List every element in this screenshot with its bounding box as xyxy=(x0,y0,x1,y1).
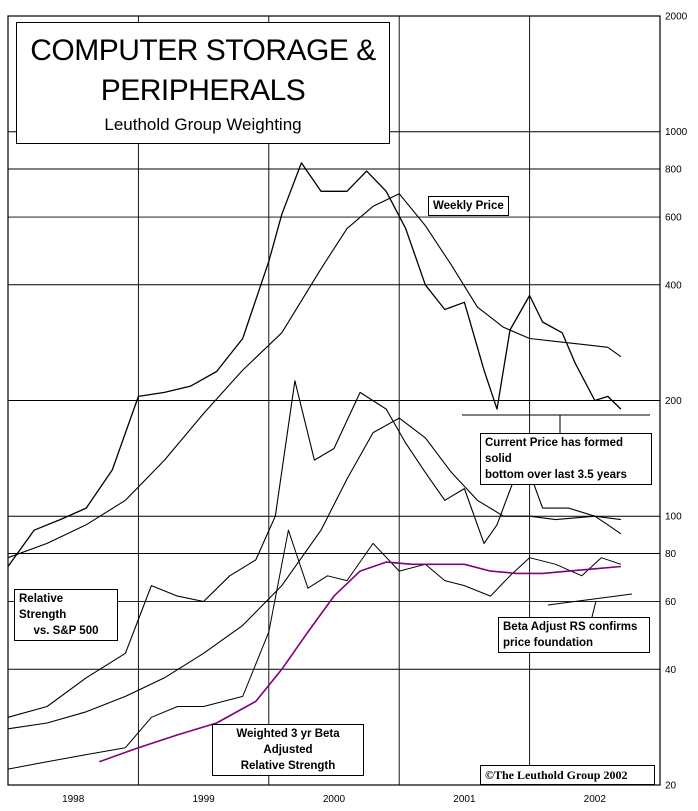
annotation-beta-line1: Beta Adjust RS confirms xyxy=(503,621,638,633)
y-tick-label-200: 200 xyxy=(665,396,682,407)
annotation-weighted-line1: Weighted 3 yr Beta Adjusted xyxy=(236,728,340,756)
chart-title: COMPUTER STORAGE & PERIPHERALS xyxy=(30,34,376,107)
annotation-weighted-beta: Weighted 3 yr Beta Adjusted Relative Str… xyxy=(212,724,364,776)
y-tick-label-2000: 2000 xyxy=(665,12,688,23)
y-tick-label-400: 400 xyxy=(665,280,682,291)
chart-subtitle: Leuthold Group Weighting xyxy=(104,115,302,134)
x-tick-label-2000: 2000 xyxy=(323,794,346,805)
annotation-current-price-line1: Current Price has formed solid xyxy=(485,437,624,465)
x-tick-label-1999: 1999 xyxy=(192,794,215,805)
annotation-weekly-price: Weekly Price xyxy=(428,196,509,216)
copyright-notice: ©The Leuthold Group 2002 xyxy=(480,765,655,785)
annotation-beta-line2: price foundation xyxy=(503,637,594,649)
annotation-rs-line1: Relative Strength xyxy=(19,593,67,621)
annotation-rs-line2: vs. S&P 500 xyxy=(33,625,99,637)
y-tick-label-600: 600 xyxy=(665,213,682,224)
x-tick-label-2001: 2001 xyxy=(453,794,476,805)
y-tick-label-60: 60 xyxy=(665,597,677,608)
y-tick-label-1000: 1000 xyxy=(665,127,688,138)
series-line-2 xyxy=(7,380,622,718)
x-tick-label-2002: 2002 xyxy=(584,794,607,805)
beta-adjust-trendline xyxy=(547,593,633,606)
annotation-weekly-price-text: Weekly Price xyxy=(433,200,504,212)
y-tick-label-40: 40 xyxy=(665,665,677,676)
annotation-current-price: Current Price has formed solid bottom ov… xyxy=(480,433,652,485)
chart-title-box: COMPUTER STORAGE & PERIPHERALS Leuthold … xyxy=(16,22,390,144)
y-tick-label-100: 100 xyxy=(665,512,682,523)
y-tick-label-20: 20 xyxy=(665,781,677,792)
series-line-4 xyxy=(7,529,622,770)
annotation-weighted-line2: Relative Strength xyxy=(240,760,336,772)
series-line-5 xyxy=(99,561,621,763)
series-line-3 xyxy=(7,417,621,730)
copyright-text: ©The Leuthold Group 2002 xyxy=(485,768,628,782)
y-tick-label-80: 80 xyxy=(665,549,677,560)
annotation-beta-adjust: Beta Adjust RS confirms price foundation xyxy=(498,617,650,653)
y-tick-label-800: 800 xyxy=(665,165,682,176)
annotation-current-price-line2: bottom over last 3.5 years xyxy=(485,469,627,481)
series-line-0 xyxy=(7,162,622,567)
annotation-relative-strength: Relative Strength vs. S&P 500 xyxy=(14,589,118,641)
beta-adjust-pointer xyxy=(591,600,597,618)
series-line-1 xyxy=(7,193,622,559)
x-tick-label-1998: 1998 xyxy=(62,794,85,805)
